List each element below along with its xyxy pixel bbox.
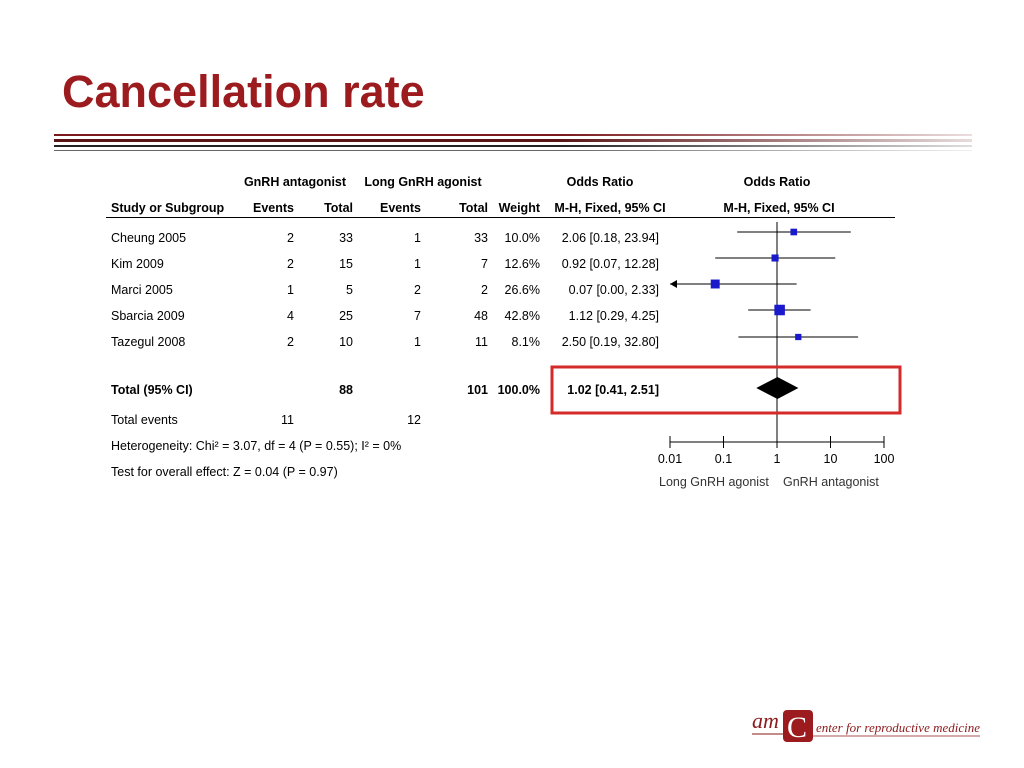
study-name: Tazegul 2008 <box>111 335 186 349</box>
study-square <box>790 228 798 236</box>
study-weight: 8.1% <box>511 335 541 349</box>
study-ci: 2.50 [0.19, 32.80] <box>561 335 659 349</box>
group1-header: GnRH antagonist <box>243 175 347 189</box>
col-method-text: M-H, Fixed, 95% CI <box>554 201 666 215</box>
study-events2: 7 <box>414 309 421 323</box>
study-name: Kim 2009 <box>111 257 164 271</box>
study-ci: 2.06 [0.18, 23.94] <box>561 231 659 245</box>
study-weight: 26.6% <box>504 283 540 297</box>
x-tick-label: 100 <box>873 452 895 466</box>
study-total1: 25 <box>339 309 353 323</box>
overall-effect-text: Test for overall effect: Z = 0.04 (P = 0… <box>111 465 338 479</box>
study-square <box>710 279 720 289</box>
study-weight: 12.6% <box>504 257 540 271</box>
study-ci: 0.07 [0.00, 2.33] <box>568 283 659 297</box>
heterogeneity-text: Heterogeneity: Chi² = 3.07, df = 4 (P = … <box>111 439 402 453</box>
or-plot-header: Odds Ratio <box>743 175 811 189</box>
study-ci: 1.12 [0.29, 4.25] <box>568 309 659 323</box>
study-ci: 0.92 [0.07, 12.28] <box>561 257 659 271</box>
study-name: Marci 2005 <box>111 283 173 297</box>
group2-header: Long GnRH agonist <box>364 175 482 189</box>
study-total2: 33 <box>474 231 488 245</box>
col-study: Study or Subgroup <box>111 201 225 215</box>
study-square <box>774 304 785 316</box>
study-total2: 2 <box>481 283 488 297</box>
x-tick-label: 1 <box>773 452 781 466</box>
study-events1: 1 <box>287 283 294 297</box>
study-weight: 42.8% <box>504 309 540 323</box>
col-total1: Total <box>324 201 353 215</box>
header-rule <box>106 217 895 218</box>
logo-c: C <box>787 711 807 744</box>
study-events2: 1 <box>414 335 421 349</box>
study-total1: 10 <box>339 335 353 349</box>
study-total1: 33 <box>339 231 353 245</box>
col-weight: Weight <box>498 201 540 215</box>
total-diamond <box>756 377 799 399</box>
col-events2: Events <box>380 201 421 215</box>
study-events1: 4 <box>287 309 294 323</box>
study-events1: 2 <box>287 335 294 349</box>
highlight-box <box>550 365 902 415</box>
total-events2: 12 <box>407 413 421 427</box>
study-weight: 10.0% <box>504 231 540 245</box>
amc-logo: am C enter for reproductive medicine <box>750 706 990 746</box>
study-square <box>795 333 802 341</box>
col-total2: Total <box>459 201 488 215</box>
x-tick-label: 0.01 <box>657 452 683 466</box>
total-events-label: Total events <box>111 413 178 427</box>
x-tick-label: 10 <box>823 452 838 466</box>
study-square <box>771 254 779 262</box>
study-events2: 2 <box>414 283 421 297</box>
study-events2: 1 <box>414 257 421 271</box>
total-events1: 11 <box>281 413 294 427</box>
study-total2: 11 <box>475 335 488 349</box>
col-method-plot: M-H, Fixed, 95% CI <box>723 201 835 215</box>
study-events2: 1 <box>414 231 421 245</box>
total-weight: 100.0% <box>497 383 540 397</box>
study-total2: 7 <box>481 257 488 271</box>
study-total1: 15 <box>339 257 353 271</box>
xlabel-right: GnRH antagonist <box>783 475 879 489</box>
logo-tagline: enter for reproductive medicine <box>816 720 980 735</box>
logo-am: am <box>752 708 779 733</box>
col-events1: Events <box>253 201 294 215</box>
study-name: Cheung 2005 <box>111 231 187 245</box>
study-events1: 2 <box>287 231 294 245</box>
total-ci: 1.02 [0.41, 2.51] <box>567 383 659 397</box>
study-events1: 2 <box>287 257 294 271</box>
total-label: Total (95% CI) <box>111 383 193 397</box>
slide-title: Cancellation rate <box>62 66 425 117</box>
or-text-header: Odds Ratio <box>566 175 634 189</box>
total-n2: 101 <box>467 383 488 397</box>
x-tick-label: 0.1 <box>714 452 733 466</box>
ci-arrow <box>670 280 677 288</box>
study-total2: 48 <box>474 309 488 323</box>
study-total1: 5 <box>346 283 353 297</box>
study-name: Sbarcia 2009 <box>111 309 185 323</box>
xlabel-left: Long GnRH agonist <box>659 475 769 489</box>
total-n1: 88 <box>339 383 353 397</box>
